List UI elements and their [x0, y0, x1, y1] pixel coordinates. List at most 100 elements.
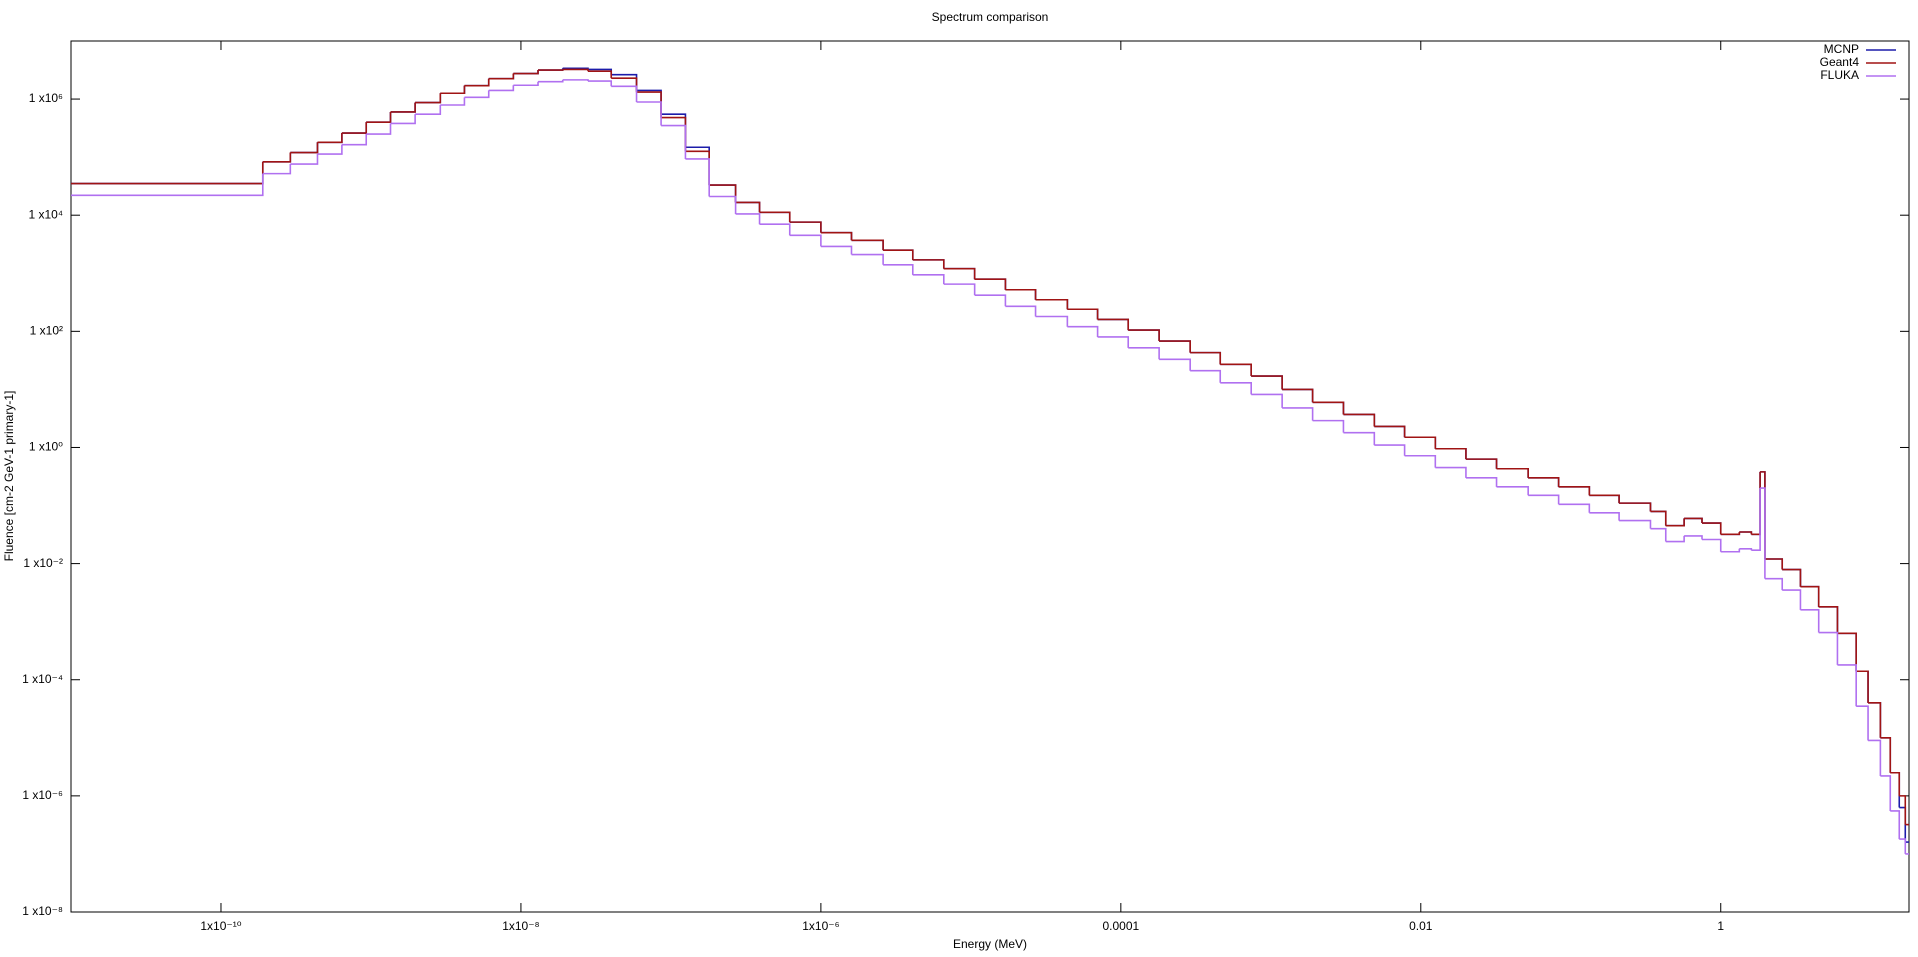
step-segment: [1251, 375, 1283, 390]
step-segment: [1312, 419, 1345, 433]
step-segment: [1190, 369, 1222, 383]
step-segment: [1720, 548, 1741, 553]
step-segment: [611, 85, 638, 103]
step-segment: [883, 249, 914, 260]
step-segment: [1282, 407, 1314, 421]
step-segment: [1435, 466, 1467, 478]
step-segment: [636, 101, 662, 126]
step-segment: [1684, 517, 1703, 524]
y-tick-label: 1 x10⁴: [28, 207, 63, 221]
step-segment: [1684, 535, 1703, 540]
step-segment: [1739, 531, 1753, 535]
step-segment: [262, 152, 292, 163]
step-segment: [290, 154, 319, 165]
step-segment: [1837, 664, 1857, 707]
step-segment: [1496, 486, 1529, 496]
step-segment: [587, 80, 613, 87]
step-segment: [390, 114, 416, 125]
step-segment: [709, 195, 737, 214]
x-tick-label: 0.01: [1409, 919, 1433, 933]
step-segment: [71, 173, 264, 197]
step-segment: [1128, 329, 1160, 342]
legend-label: MCNP: [1824, 42, 1859, 56]
step-segment: [1159, 358, 1191, 371]
step-segment: [1800, 585, 1820, 607]
step-segment: [1782, 568, 1802, 587]
step-segment: [943, 283, 976, 296]
step-segment: [912, 274, 945, 285]
step-segment: [883, 263, 914, 275]
y-tick-label: 1 x10⁰: [29, 440, 63, 454]
step-segment: [1739, 547, 1753, 551]
step-segment: [390, 102, 416, 113]
step-segment: [1856, 705, 1869, 741]
step-segment: [789, 221, 822, 233]
step-segment: [341, 122, 368, 134]
chart-title: Spectrum comparison: [932, 10, 1049, 24]
step-segment: [1890, 810, 1901, 840]
step-segment: [1035, 315, 1069, 327]
step-segment: [1097, 336, 1130, 348]
step-segment: [415, 93, 442, 104]
step-segment: [488, 85, 515, 92]
y-tick-label: 1 x10⁶: [29, 91, 63, 105]
x-tick-label: 1x10⁻¹⁰: [200, 919, 241, 933]
step-segment: [1097, 318, 1130, 331]
step-segment: [1856, 670, 1869, 703]
step-segment: [1496, 467, 1529, 478]
plot-frame: [70, 40, 1910, 913]
x-axis-label: Energy (MeV): [953, 937, 1027, 951]
step-segment: [974, 278, 1007, 290]
step-segment: [1404, 454, 1437, 468]
legend-label: Geant4: [1820, 55, 1860, 69]
step-segment: [759, 223, 791, 236]
step-segment: [1818, 631, 1839, 665]
step-segment: [759, 211, 791, 223]
step-segment: [1650, 527, 1667, 542]
step-segment: [1650, 510, 1667, 526]
step-segment: [440, 85, 466, 95]
step-segment: [1343, 413, 1376, 427]
step-segment: [290, 142, 319, 154]
step-segment: [262, 164, 292, 175]
step-segment: [1067, 325, 1099, 337]
step-segment: [1374, 425, 1406, 438]
step-segment: [538, 79, 564, 83]
step-segment: [1282, 388, 1314, 403]
step-segment: [464, 90, 490, 99]
step-segment: [587, 70, 613, 79]
step-segment: [464, 78, 490, 87]
y-tick-label: 1 x10⁻⁶: [22, 788, 63, 802]
x-tick-label: 0.0001: [1102, 919, 1139, 933]
step-segment: [1702, 538, 1722, 552]
step-segment: [735, 213, 761, 225]
x-tick-label: 1x10⁻⁸: [502, 919, 539, 933]
step-segment: [1619, 519, 1652, 529]
step-segment: [1312, 401, 1345, 415]
step-segment: [1880, 775, 1892, 811]
x-tick-label: 1: [1717, 919, 1724, 933]
step-segment: [415, 105, 442, 115]
step-segment: [912, 259, 945, 269]
step-segment: [1890, 771, 1901, 796]
step-segment: [851, 253, 884, 265]
step-segment: [1005, 288, 1037, 300]
step-segment: [661, 124, 687, 159]
step-segment: [317, 133, 343, 144]
step-segment: [1035, 298, 1069, 310]
y-tick-label: 1 x10⁻⁴: [22, 672, 63, 686]
step-segment: [943, 267, 976, 280]
step-segment: [1619, 502, 1652, 512]
step-segment: [366, 123, 392, 135]
step-segment: [317, 144, 343, 155]
step-segment: [1251, 393, 1283, 408]
legend-label: FLUKA: [1820, 68, 1859, 82]
step-segment: [1782, 589, 1802, 610]
step-segment: [488, 73, 515, 80]
step-segment: [1800, 609, 1820, 633]
step-segment: [1868, 702, 1882, 738]
step-segment: [366, 111, 392, 123]
step-segment: [1067, 308, 1099, 320]
step-segment: [1751, 488, 1761, 552]
